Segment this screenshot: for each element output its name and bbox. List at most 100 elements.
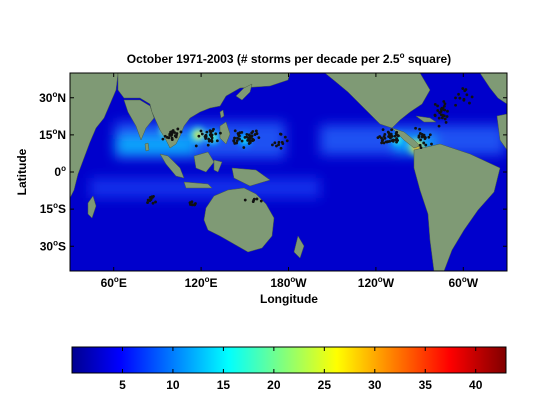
storm-dot-98 xyxy=(275,144,278,148)
storm-dot-150 xyxy=(424,143,428,147)
storm-dot-108 xyxy=(279,146,283,150)
storm-dot-27 xyxy=(205,130,209,134)
storm-dot-160 xyxy=(427,135,431,139)
storm-dot-188 xyxy=(433,114,437,118)
storm-dot-142 xyxy=(380,136,383,140)
europe-corner xyxy=(479,73,507,105)
philippines xyxy=(219,121,231,145)
storm-dot-11 xyxy=(175,132,179,135)
storm-dots xyxy=(146,87,474,207)
colorbar-tick-label-7: 40 xyxy=(469,378,483,392)
hotspot-3-layer-3 xyxy=(242,137,247,142)
storm-dot-32 xyxy=(204,137,208,140)
storm-dot-225 xyxy=(189,203,192,206)
new-guinea xyxy=(231,167,271,187)
madagascar xyxy=(87,195,97,219)
storm-dot-197 xyxy=(468,101,471,105)
storm-dot-173 xyxy=(441,113,445,117)
storm-dot-126 xyxy=(397,134,400,138)
storm-dot-42 xyxy=(199,129,203,133)
storm-dot-144 xyxy=(395,130,399,134)
storm-dot-180 xyxy=(437,116,441,120)
storm-dot-24 xyxy=(218,131,222,135)
chart-title: October 1971-2003 (# storms per decade p… xyxy=(127,51,451,66)
storm-dot-121 xyxy=(390,128,394,132)
storm-dot-143 xyxy=(382,141,386,145)
storm-dot-14 xyxy=(163,134,167,138)
colorbar-tick-label-2: 15 xyxy=(217,378,231,392)
storm-dot-93 xyxy=(251,137,255,141)
west-africa-edge xyxy=(496,113,507,151)
storm-dot-50 xyxy=(210,139,213,142)
storm-dot-157 xyxy=(430,142,433,146)
storm-dot-52 xyxy=(240,139,244,143)
storm-dot-141 xyxy=(393,134,397,138)
y-tick-label-4: 30oS xyxy=(40,238,66,253)
storm-dot-146 xyxy=(376,136,380,140)
storm-dot-164 xyxy=(414,126,417,130)
storm-dot-89 xyxy=(250,134,254,138)
storm-dot-175 xyxy=(440,116,444,120)
x-tick-label-4: 60oW xyxy=(449,275,479,290)
x-tick-label-2: 180oW xyxy=(270,275,307,290)
storm-dot-170 xyxy=(433,102,437,106)
storm-dot-20 xyxy=(171,129,174,133)
borneo xyxy=(193,151,215,173)
storm-dot-162 xyxy=(418,127,421,131)
storm-dot-18 xyxy=(173,134,177,138)
storm-dot-59 xyxy=(245,132,249,136)
storm-dot-222 xyxy=(192,203,196,207)
storm-dot-187 xyxy=(446,109,449,113)
colorbar-tick-label-5: 30 xyxy=(368,378,382,392)
storm-dot-100 xyxy=(273,141,277,145)
storm-dot-81 xyxy=(247,139,251,142)
storm-dot-103 xyxy=(271,143,274,147)
x-axis: 60oE 120oE 180oW 120oW 60oW xyxy=(101,73,479,290)
taiwan xyxy=(219,109,225,119)
storm-dot-204 xyxy=(462,98,466,102)
storm-dot-28 xyxy=(215,139,219,143)
storm-dot-161 xyxy=(420,132,424,136)
storm-dot-35 xyxy=(194,144,198,148)
storm-dot-105 xyxy=(278,132,282,136)
japan xyxy=(235,83,253,101)
x-tick-label-1: 120oE xyxy=(185,275,218,290)
colorbar-ticks: 5 10 15 20 25 30 35 40 xyxy=(119,347,483,392)
storm-dot-130 xyxy=(380,139,384,143)
storm-dot-96 xyxy=(245,135,249,139)
storm-dot-39 xyxy=(207,139,211,143)
new-zealand xyxy=(293,235,305,259)
storm-dot-185 xyxy=(443,117,447,121)
storm-dot-69 xyxy=(242,146,246,149)
y-tick-label-1: 15oN xyxy=(39,127,66,142)
storm-dot-203 xyxy=(454,103,457,107)
storm-dot-215 xyxy=(146,201,149,204)
storm-dot-104 xyxy=(277,143,280,147)
sumatra xyxy=(159,153,185,179)
india xyxy=(123,99,155,141)
storm-dot-1 xyxy=(173,131,176,134)
storm-dot-159 xyxy=(419,146,423,150)
storm-dot-195 xyxy=(454,96,457,100)
colorbar-tick-label-1: 10 xyxy=(166,378,180,392)
storm-dot-43 xyxy=(214,132,218,136)
storm-dot-192 xyxy=(439,110,443,113)
storm-dot-200 xyxy=(470,95,474,99)
storm-dot-91 xyxy=(238,131,242,135)
storm-dot-38 xyxy=(200,132,204,136)
storm-dot-165 xyxy=(428,133,432,137)
map-plot-area xyxy=(70,73,507,271)
storm-dot-147 xyxy=(381,128,385,132)
storm-dot-213 xyxy=(151,201,155,205)
colorbar-tick-label-4: 25 xyxy=(318,378,332,392)
storm-dot-189 xyxy=(445,115,449,118)
africa-arabia xyxy=(70,73,119,199)
storm-dot-216 xyxy=(148,199,152,203)
colorbar-tick-label-6: 35 xyxy=(419,378,433,392)
storm-dot-124 xyxy=(387,135,391,138)
storm-dot-79 xyxy=(233,129,237,133)
storm-dot-34 xyxy=(209,131,213,134)
storm-dot-19 xyxy=(169,134,173,137)
storm-dot-191 xyxy=(436,109,440,112)
storm-dot-21 xyxy=(170,136,174,140)
